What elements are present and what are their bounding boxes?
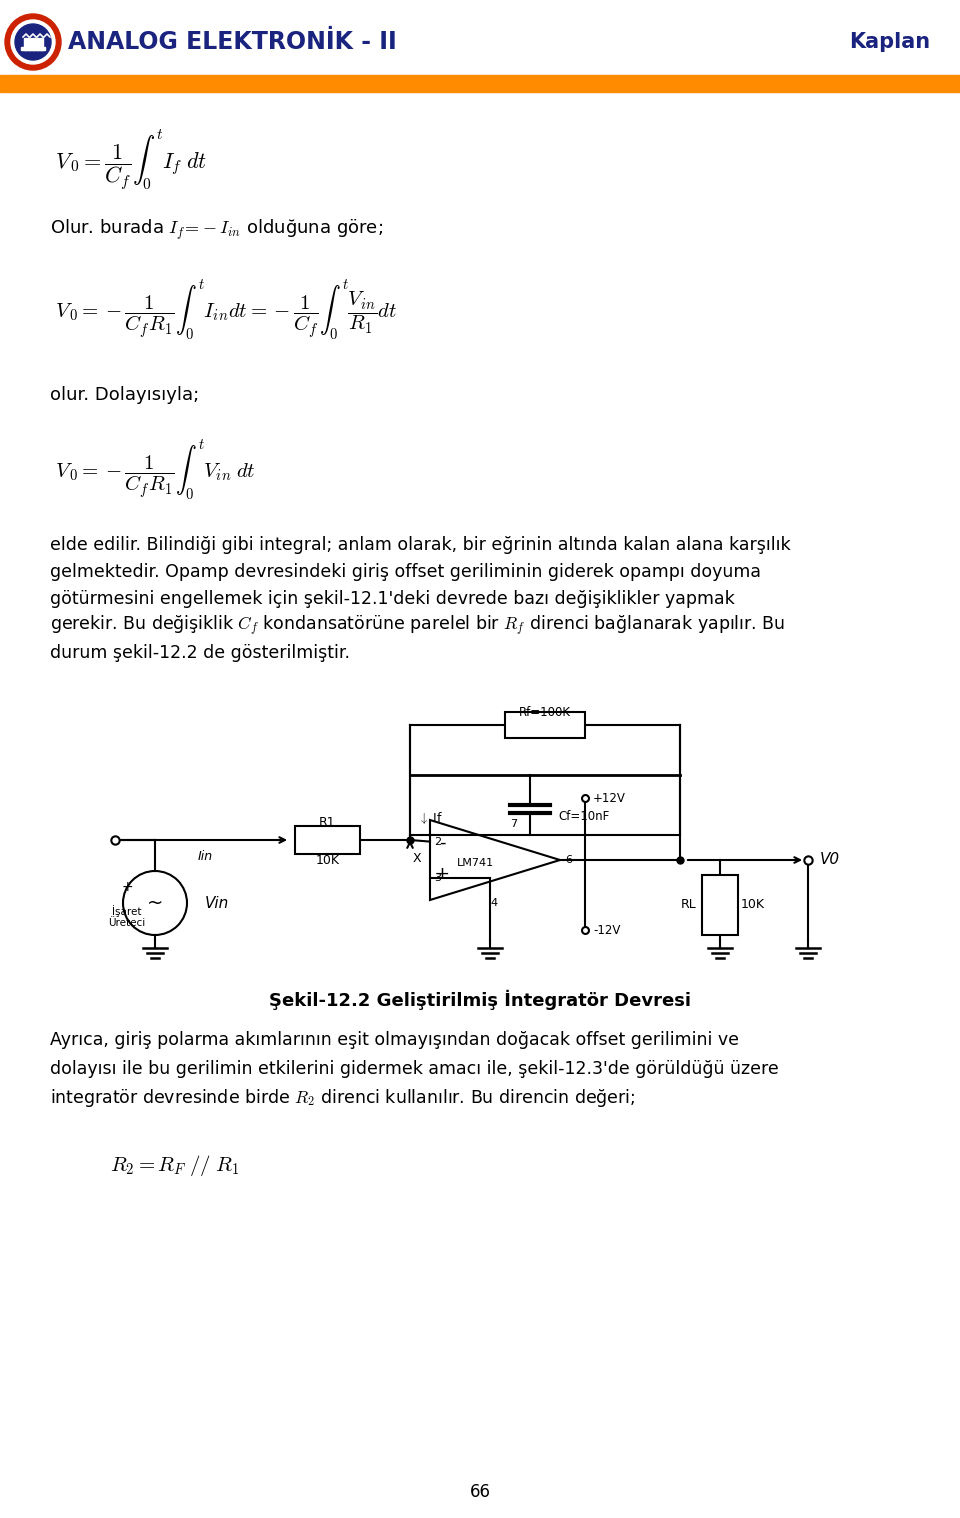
Text: Ayrıca, giriş polarma akımlarının eşit olmayışından doğacak offset gerilimini ve: Ayrıca, giriş polarma akımlarının eşit o… — [50, 1031, 739, 1049]
Text: dolayısı ile bu gerilimin etkilerini gidermek amacı ile, şekil-12.3'de görüldüğü: dolayısı ile bu gerilimin etkilerini gid… — [50, 1060, 779, 1078]
Bar — [21, 47, 45, 50]
Text: +12V: +12V — [593, 791, 626, 805]
Text: olur. Dolayısıyla;: olur. Dolayısıyla; — [50, 386, 200, 404]
Text: LM741: LM741 — [456, 858, 493, 868]
Text: $V_{\,0} = -\dfrac{1}{C_f R_1}\int_0^t V_{in}\;dt$: $V_{\,0} = -\dfrac{1}{C_f R_1}\int_0^t V… — [55, 437, 255, 502]
Text: $V_{\,0} = -\dfrac{1}{C_f R_1}\int_0^t I_{in}dt = -\dfrac{1}{C_f}\int_0^t \dfrac: $V_{\,0} = -\dfrac{1}{C_f R_1}\int_0^t I… — [55, 278, 397, 343]
Bar — [295, 826, 360, 855]
Text: 10K: 10K — [741, 899, 765, 911]
Text: 4: 4 — [490, 899, 497, 908]
Text: -: - — [439, 833, 445, 852]
Bar — [0, 74, 960, 93]
Text: Vin: Vin — [205, 896, 229, 911]
Text: 6: 6 — [565, 855, 572, 865]
Text: +: + — [435, 865, 449, 883]
Text: ~: ~ — [147, 894, 163, 912]
Text: $V_{\,0} = \dfrac{1}{C_f} \int_0^t I_f \; dt$: $V_{\,0} = \dfrac{1}{C_f} \int_0^t I_f \… — [55, 128, 207, 193]
Text: 2: 2 — [434, 836, 442, 847]
Text: 7: 7 — [510, 818, 517, 829]
Text: gelmektedir. Opamp devresindeki giriş offset geriliminin giderek opampı doyuma: gelmektedir. Opamp devresindeki giriş of… — [50, 563, 761, 581]
Text: Olur. burada $I_f\!=\!-I_{in}$ olduğuna göre;: Olur. burada $I_f\!=\!-I_{in}$ olduğuna … — [50, 219, 383, 243]
Text: elde edilir. Bilindiği gibi integral; anlam olarak, bir eğrinin altında kalan al: elde edilir. Bilindiği gibi integral; an… — [50, 536, 791, 554]
Text: Rf=100K: Rf=100K — [519, 706, 571, 720]
Text: integratör devresinde birde $R_2$ direnci kullanılır. Bu direncin değeri;: integratör devresinde birde $R_2$ direnc… — [50, 1087, 636, 1110]
Text: Şekil-12.2 Geliştirilmiş İntegratör Devresi: Şekil-12.2 Geliştirilmiş İntegratör Devr… — [269, 990, 691, 1009]
Text: V0: V0 — [820, 853, 840, 867]
Bar — [32, 38, 35, 50]
Bar — [36, 38, 38, 50]
Text: 66: 66 — [469, 1483, 491, 1501]
Circle shape — [15, 24, 51, 61]
Text: Iin: Iin — [198, 850, 212, 862]
Text: götürmesini engellemek için şekil-12.1'deki devrede bazı değişiklikler yapmak: götürmesini engellemek için şekil-12.1'd… — [50, 591, 734, 609]
Text: İşaret: İşaret — [112, 905, 142, 917]
Text: 10K: 10K — [316, 853, 340, 867]
Text: Cf=10nF: Cf=10nF — [558, 811, 610, 823]
Text: $\downarrow$ If: $\downarrow$ If — [418, 811, 443, 826]
Text: $R_2 = R_F \; // \; R_1$: $R_2 = R_F \; // \; R_1$ — [110, 1152, 239, 1178]
Text: X: X — [413, 852, 421, 864]
Bar — [505, 712, 585, 738]
Text: ANALOG ELEKTRONİK - II: ANALOG ELEKTRONİK - II — [68, 30, 396, 55]
Bar — [23, 38, 27, 50]
Text: durum şekil-12.2 de gösterilmiştir.: durum şekil-12.2 de gösterilmiştir. — [50, 644, 350, 662]
Circle shape — [11, 20, 55, 64]
Text: Kaplan: Kaplan — [849, 32, 930, 52]
Text: +: + — [121, 880, 132, 894]
Bar — [39, 38, 42, 50]
Text: RL: RL — [682, 899, 697, 911]
Circle shape — [5, 14, 61, 70]
Text: Üreteci: Üreteci — [108, 918, 146, 927]
Text: 3: 3 — [434, 873, 441, 883]
Bar — [28, 38, 31, 50]
Bar — [702, 874, 738, 935]
Text: -12V: -12V — [593, 923, 620, 937]
Bar — [0, 0, 960, 74]
Text: gerekir. Bu değişiklik $C_f$ kondansatörüne parelel bir $R_f$ direnci bağlanarak: gerekir. Bu değişiklik $C_f$ kondansatör… — [50, 613, 785, 638]
Text: R1: R1 — [319, 815, 336, 829]
